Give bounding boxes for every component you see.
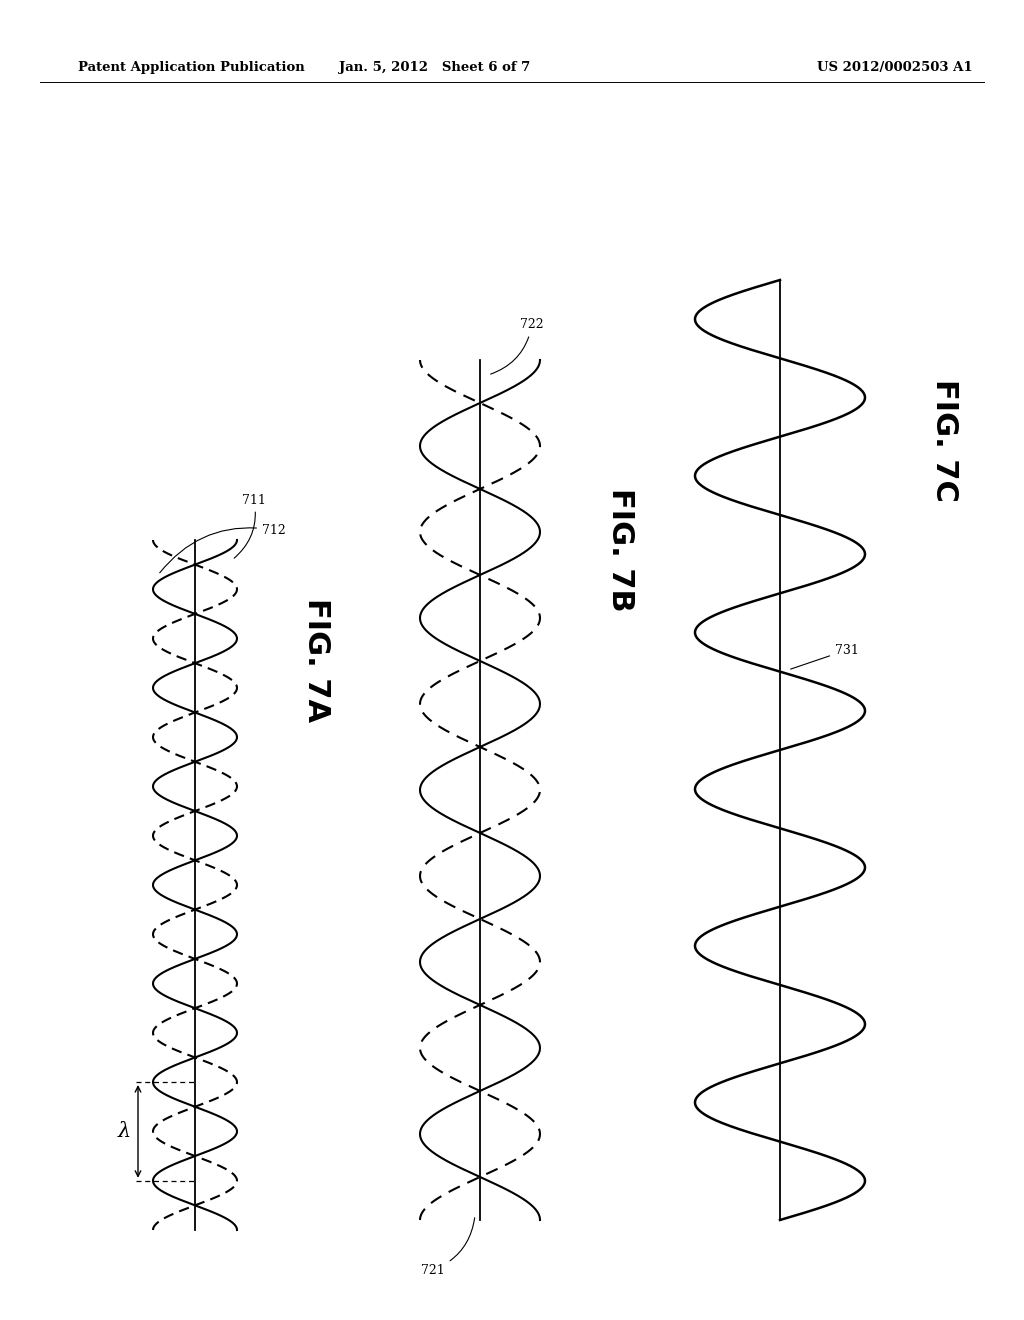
Text: Patent Application Publication: Patent Application Publication xyxy=(78,62,305,74)
Text: FIG. 7B: FIG. 7B xyxy=(605,488,635,611)
Text: FIG. 7C: FIG. 7C xyxy=(931,379,959,502)
Text: 712: 712 xyxy=(160,524,286,573)
Text: US 2012/0002503 A1: US 2012/0002503 A1 xyxy=(817,62,973,74)
Text: 722: 722 xyxy=(490,318,544,374)
Text: Jan. 5, 2012   Sheet 6 of 7: Jan. 5, 2012 Sheet 6 of 7 xyxy=(339,62,530,74)
Text: FIG. 7A: FIG. 7A xyxy=(302,598,332,722)
Text: 711: 711 xyxy=(234,494,266,558)
Text: 731: 731 xyxy=(791,644,859,669)
Text: λ: λ xyxy=(118,1122,131,1140)
Text: 721: 721 xyxy=(421,1218,475,1276)
